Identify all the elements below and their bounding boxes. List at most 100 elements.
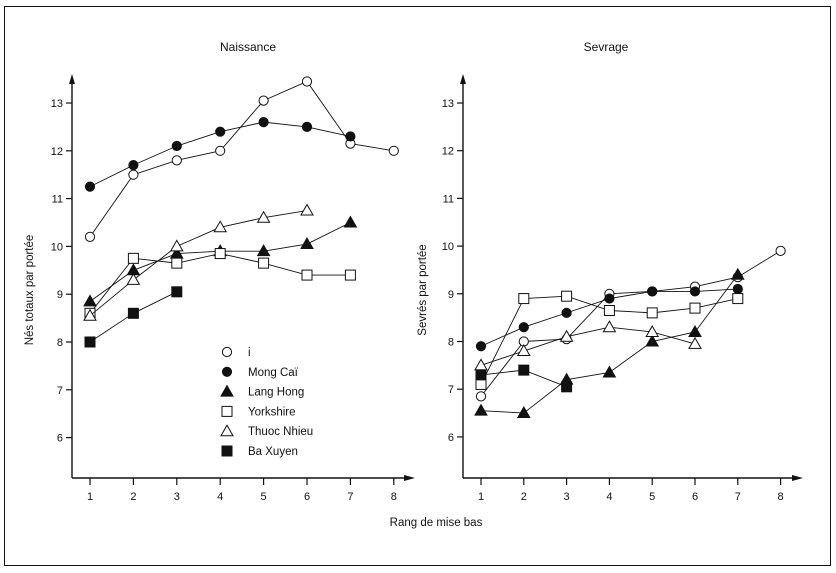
series-line <box>89 210 308 317</box>
filled-circle-marker-icon <box>221 366 233 377</box>
data-point <box>475 341 487 352</box>
data-point <box>343 215 358 228</box>
data-point <box>127 307 139 319</box>
y-tick-label: 12 <box>51 146 63 158</box>
data-point <box>345 131 356 142</box>
data-point <box>215 145 226 156</box>
y-tick-label: 12 <box>442 146 454 158</box>
y-tick-label: 11 <box>443 193 454 205</box>
chart-naissance: Naissance Nés totaux par portée 67891011… <box>24 40 415 503</box>
legend-label: Lang Hong <box>248 387 304 399</box>
open-circle-marker-icon <box>221 346 233 358</box>
x-axis-arrow-icon <box>792 475 803 481</box>
x-tick-label: 2 <box>130 491 136 503</box>
data-point <box>258 117 269 128</box>
y-tick-label: 8 <box>57 337 63 349</box>
chart-title: Naissance <box>220 40 276 54</box>
legend-label: Thuoc Nhieu <box>248 426 313 438</box>
legend-label: Yorkshire <box>248 406 296 418</box>
series-line <box>480 250 781 397</box>
data-point <box>171 140 182 152</box>
y-tick-label: 7 <box>448 384 454 396</box>
data-point <box>646 307 658 319</box>
y-tick-label: 6 <box>448 432 454 444</box>
series-mong-ca <box>84 117 356 192</box>
data-point <box>256 244 271 257</box>
y-tick-label: 9 <box>57 289 63 301</box>
data-point <box>645 334 660 347</box>
legend-item: Lang Hong <box>220 384 304 399</box>
data-point <box>474 403 488 416</box>
data-point <box>475 369 487 381</box>
series-line <box>89 80 394 238</box>
data-point <box>258 95 269 106</box>
x-tick-label: 5 <box>649 491 655 503</box>
legend-item: i <box>221 346 251 359</box>
data-point <box>603 304 615 316</box>
y-tick-label: 10 <box>442 241 454 253</box>
data-point <box>301 121 313 133</box>
data-point <box>559 329 574 342</box>
data-point <box>775 245 786 256</box>
data-point <box>128 169 139 180</box>
legend-label: i <box>248 347 251 359</box>
data-point <box>300 203 314 216</box>
data-point <box>128 160 139 171</box>
y-axis-arrow-icon <box>69 74 75 84</box>
data-point <box>732 293 744 305</box>
data-point <box>516 406 531 419</box>
data-point <box>688 336 702 349</box>
data-point <box>126 272 141 285</box>
y-axis-label: Nés totaux par portée <box>24 235 36 346</box>
data-point <box>561 381 573 393</box>
y-axis-arrow-icon <box>460 74 466 84</box>
x-tick-label: 7 <box>347 491 353 503</box>
data-point <box>518 293 530 305</box>
series-thuoc-nhieu <box>474 320 702 371</box>
open-triangle-marker-icon <box>220 424 234 437</box>
x-tick-label: 5 <box>261 491 267 503</box>
data-point <box>645 324 660 337</box>
x-tick-label: 6 <box>304 491 310 503</box>
data-point <box>214 248 226 260</box>
data-point <box>647 286 658 297</box>
data-point <box>561 307 572 318</box>
data-point <box>171 155 182 166</box>
data-point <box>171 286 183 298</box>
y-tick-label: 6 <box>57 433 63 445</box>
series-thuoc-nhieu <box>83 203 314 321</box>
legend-label: Mong Caï <box>248 367 299 379</box>
series-yorkshire <box>84 248 356 319</box>
data-point <box>388 145 399 156</box>
data-point <box>83 308 97 321</box>
data-point <box>602 365 617 378</box>
y-tick-label: 13 <box>51 98 63 110</box>
data-point <box>604 293 615 304</box>
data-point <box>84 336 96 348</box>
legend: i Mong Caï Lang Hong Yorkshire Thuoc Nhieu Ba… <box>220 346 313 458</box>
x-axis-arrow-icon <box>404 475 415 481</box>
data-point <box>301 269 313 281</box>
y-tick-label: 11 <box>52 194 63 206</box>
data-point <box>301 76 313 87</box>
filled-square-marker-icon <box>221 445 233 457</box>
data-point <box>213 220 228 233</box>
data-point <box>215 126 226 137</box>
x-tick-label: 6 <box>692 491 698 503</box>
legend-item: Yorkshire <box>221 405 296 418</box>
y-tick-label: 8 <box>448 337 454 349</box>
data-point <box>256 210 271 223</box>
data-point <box>732 283 743 295</box>
data-point <box>474 358 488 371</box>
x-tick-label: 4 <box>217 491 223 503</box>
data-point <box>518 322 529 333</box>
y-tick-label: 7 <box>57 385 63 397</box>
data-point <box>561 290 573 302</box>
series-i <box>84 76 399 242</box>
data-point <box>171 257 183 269</box>
x-tick-label: 1 <box>87 491 93 503</box>
filled-triangle-marker-icon <box>220 384 234 397</box>
y-tick-label: 10 <box>51 241 63 253</box>
